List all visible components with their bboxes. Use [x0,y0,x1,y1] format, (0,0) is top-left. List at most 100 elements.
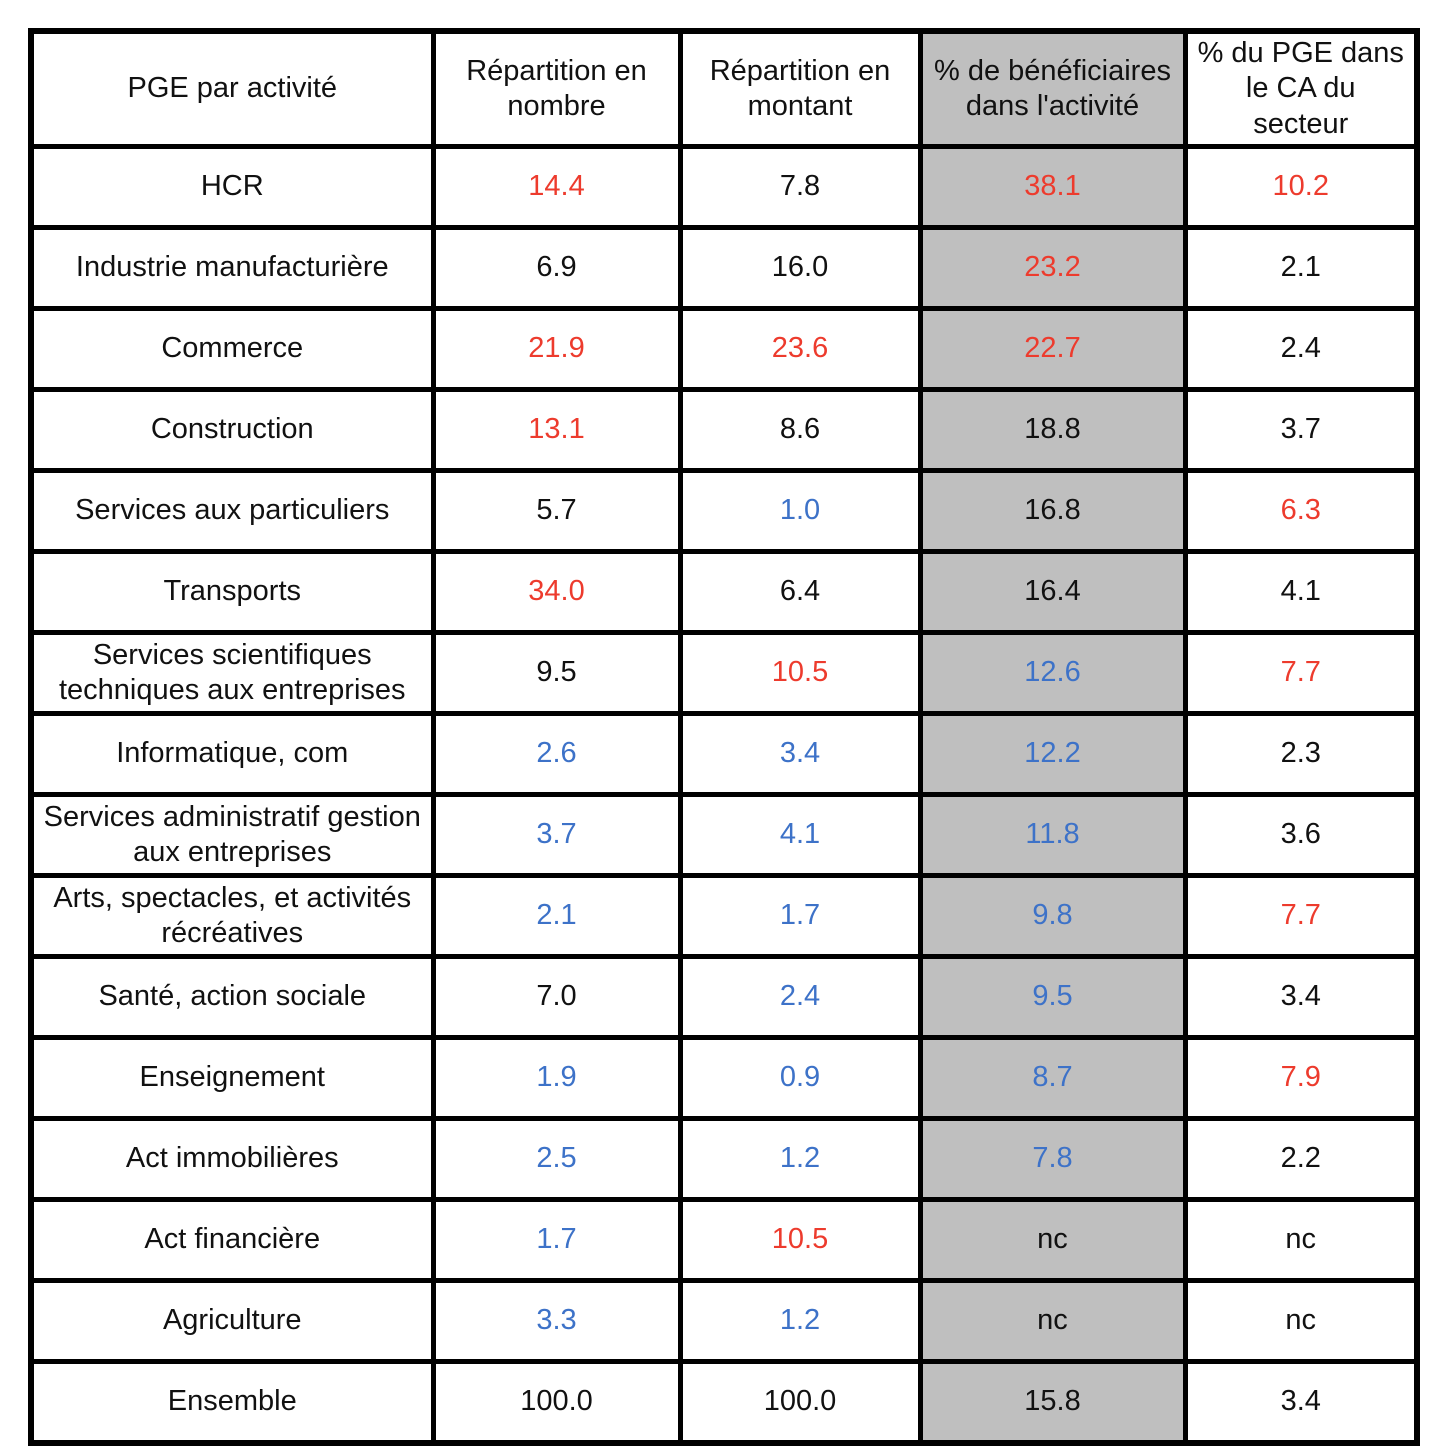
value-cell: 16.4 [917,549,1188,636]
value-cell: 8.6 [677,387,923,474]
value-cell: 4.1 [1182,549,1420,636]
value-cell: 2.1 [430,873,683,960]
table-row: HCR 14.4 7.8 38.1 10.2 [28,144,1420,231]
column-header-repartition-montant: Répartition en montant [677,28,923,150]
value-cell: 100.0 [677,1359,923,1446]
table-row: Arts, spectacles, et activités récréativ… [28,873,1420,960]
value-cell: 9.8 [917,873,1188,960]
value-cell: 7.8 [677,144,923,231]
value-cell: 3.6 [1182,792,1420,879]
activity-label-cell: Ensemble [28,1359,436,1446]
value-cell: nc [917,1278,1188,1365]
pge-activity-table: PGE par activité Répartition en nombre R… [28,28,1420,1446]
table-row: Informatique, com 2.6 3.4 12.2 2.3 [28,711,1420,798]
value-cell: 5.7 [430,468,683,555]
table-row: Services scientifiques techniques aux en… [28,630,1420,717]
value-cell: 7.7 [1182,630,1420,717]
activity-label-cell: Informatique, com [28,711,436,798]
value-cell: 18.8 [917,387,1188,474]
value-cell: 1.2 [677,1116,923,1203]
table-row: Industrie manufacturière 6.9 16.0 23.2 2.1 [28,225,1420,312]
table-header: PGE par activité Répartition en nombre R… [28,28,1420,150]
table-row: Services aux particuliers 5.7 1.0 16.8 6.3 [28,468,1420,555]
activity-label-cell: Services scientifiques techniques aux en… [28,630,436,717]
value-cell: 6.9 [430,225,683,312]
value-cell: 7.7 [1182,873,1420,960]
value-cell: 7.9 [1182,1035,1420,1122]
table-row: Ensemble 100.0 100.0 15.8 3.4 [28,1359,1420,1446]
value-cell: 6.3 [1182,468,1420,555]
value-cell: 12.6 [917,630,1188,717]
value-cell: 2.4 [677,954,923,1041]
value-cell: 2.2 [1182,1116,1420,1203]
column-header-pct-beneficiaires: % de bénéficiaires dans l'activité [917,28,1188,150]
value-cell: 10.5 [677,630,923,717]
value-cell: 3.4 [677,711,923,798]
activity-label-cell: HCR [28,144,436,231]
activity-label-cell: Services administratif gestion aux entre… [28,792,436,879]
activity-label-cell: Agriculture [28,1278,436,1365]
value-cell: 7.0 [430,954,683,1041]
table-row: Act immobilières 2.5 1.2 7.8 2.2 [28,1116,1420,1203]
value-cell: 9.5 [430,630,683,717]
value-cell: 34.0 [430,549,683,636]
value-cell: 16.0 [677,225,923,312]
value-cell: 23.6 [677,306,923,393]
activity-label-cell: Construction [28,387,436,474]
value-cell: 7.8 [917,1116,1188,1203]
activity-label-cell: Act immobilières [28,1116,436,1203]
table-row: Construction 13.1 8.6 18.8 3.7 [28,387,1420,474]
table-row: Santé, action sociale 7.0 2.4 9.5 3.4 [28,954,1420,1041]
value-cell: 14.4 [430,144,683,231]
value-cell: nc [1182,1278,1420,1365]
value-cell: 9.5 [917,954,1188,1041]
table-row: Services administratif gestion aux entre… [28,792,1420,879]
activity-label-cell: Industrie manufacturière [28,225,436,312]
value-cell: 6.4 [677,549,923,636]
value-cell: 3.4 [1182,954,1420,1041]
value-cell: 15.8 [917,1359,1188,1446]
column-header-repartition-nombre: Répartition en nombre [430,28,683,150]
column-header-pct-pge-ca: % du PGE dans le CA du secteur [1182,28,1420,150]
column-header-activity: PGE par activité [28,28,436,150]
value-cell: 1.7 [677,873,923,960]
value-cell: 3.4 [1182,1359,1420,1446]
table-row: Commerce 21.9 23.6 22.7 2.4 [28,306,1420,393]
value-cell: nc [917,1197,1188,1284]
value-cell: 16.8 [917,468,1188,555]
activity-label-cell: Transports [28,549,436,636]
activity-label-cell: Enseignement [28,1035,436,1122]
value-cell: 2.4 [1182,306,1420,393]
activity-label-cell: Santé, action sociale [28,954,436,1041]
table-row: Transports 34.0 6.4 16.4 4.1 [28,549,1420,636]
table-row: Agriculture 3.3 1.2 nc nc [28,1278,1420,1365]
value-cell: 1.9 [430,1035,683,1122]
pge-table-container: PGE par activité Répartition en nombre R… [28,28,1420,1446]
value-cell: 1.0 [677,468,923,555]
activity-label-cell: Commerce [28,306,436,393]
activity-label-cell: Act financière [28,1197,436,1284]
value-cell: 100.0 [430,1359,683,1446]
table-body: HCR 14.4 7.8 38.1 10.2 Industrie manufacturiè… [28,144,1420,1446]
value-cell: 11.8 [917,792,1188,879]
value-cell: 3.3 [430,1278,683,1365]
value-cell: 10.2 [1182,144,1420,231]
value-cell: 4.1 [677,792,923,879]
value-cell: 3.7 [430,792,683,879]
value-cell: 13.1 [430,387,683,474]
header-row: PGE par activité Répartition en nombre R… [28,28,1420,150]
value-cell: 38.1 [917,144,1188,231]
activity-label-cell: Arts, spectacles, et activités récréativ… [28,873,436,960]
value-cell: 1.7 [430,1197,683,1284]
table-row: Act financière 1.7 10.5 nc nc [28,1197,1420,1284]
activity-label-cell: Services aux particuliers [28,468,436,555]
value-cell: 2.1 [1182,225,1420,312]
value-cell: 22.7 [917,306,1188,393]
value-cell: 8.7 [917,1035,1188,1122]
value-cell: 23.2 [917,225,1188,312]
value-cell: 1.2 [677,1278,923,1365]
value-cell: 2.3 [1182,711,1420,798]
table-row: Enseignement 1.9 0.9 8.7 7.9 [28,1035,1420,1122]
value-cell: 2.6 [430,711,683,798]
value-cell: 21.9 [430,306,683,393]
